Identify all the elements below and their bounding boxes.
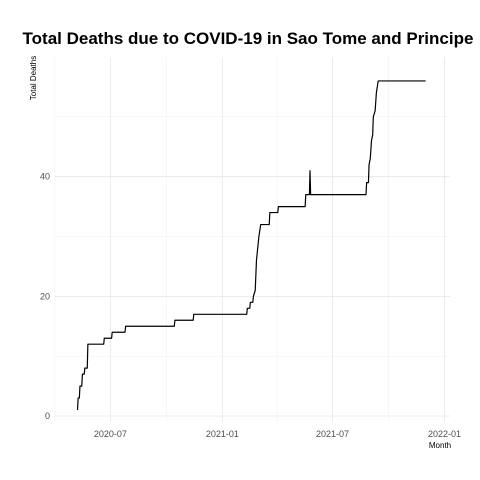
series-layer — [76, 80, 426, 411]
y-tick-label: 40 — [40, 172, 50, 182]
y-tick-label: 0 — [45, 411, 50, 421]
x-tick-label: 2021-01 — [206, 429, 239, 439]
x-axis: 2020-07 2021-01 2021-07 2022-01 — [94, 429, 461, 439]
chart-title: Total Deaths due to COVID-19 in Sao Tome… — [23, 29, 474, 48]
x-tick-label: 2021-07 — [316, 429, 349, 439]
y-axis: 0 20 40 — [40, 172, 50, 421]
x-tick-label: 2022-01 — [428, 429, 461, 439]
grid — [54, 57, 450, 422]
x-tick-label: 2020-07 — [94, 429, 127, 439]
y-axis-label: Total Deaths — [29, 56, 38, 100]
y-tick-label: 20 — [40, 291, 50, 301]
x-axis-label: Month — [429, 441, 451, 450]
series-line — [76, 80, 426, 411]
